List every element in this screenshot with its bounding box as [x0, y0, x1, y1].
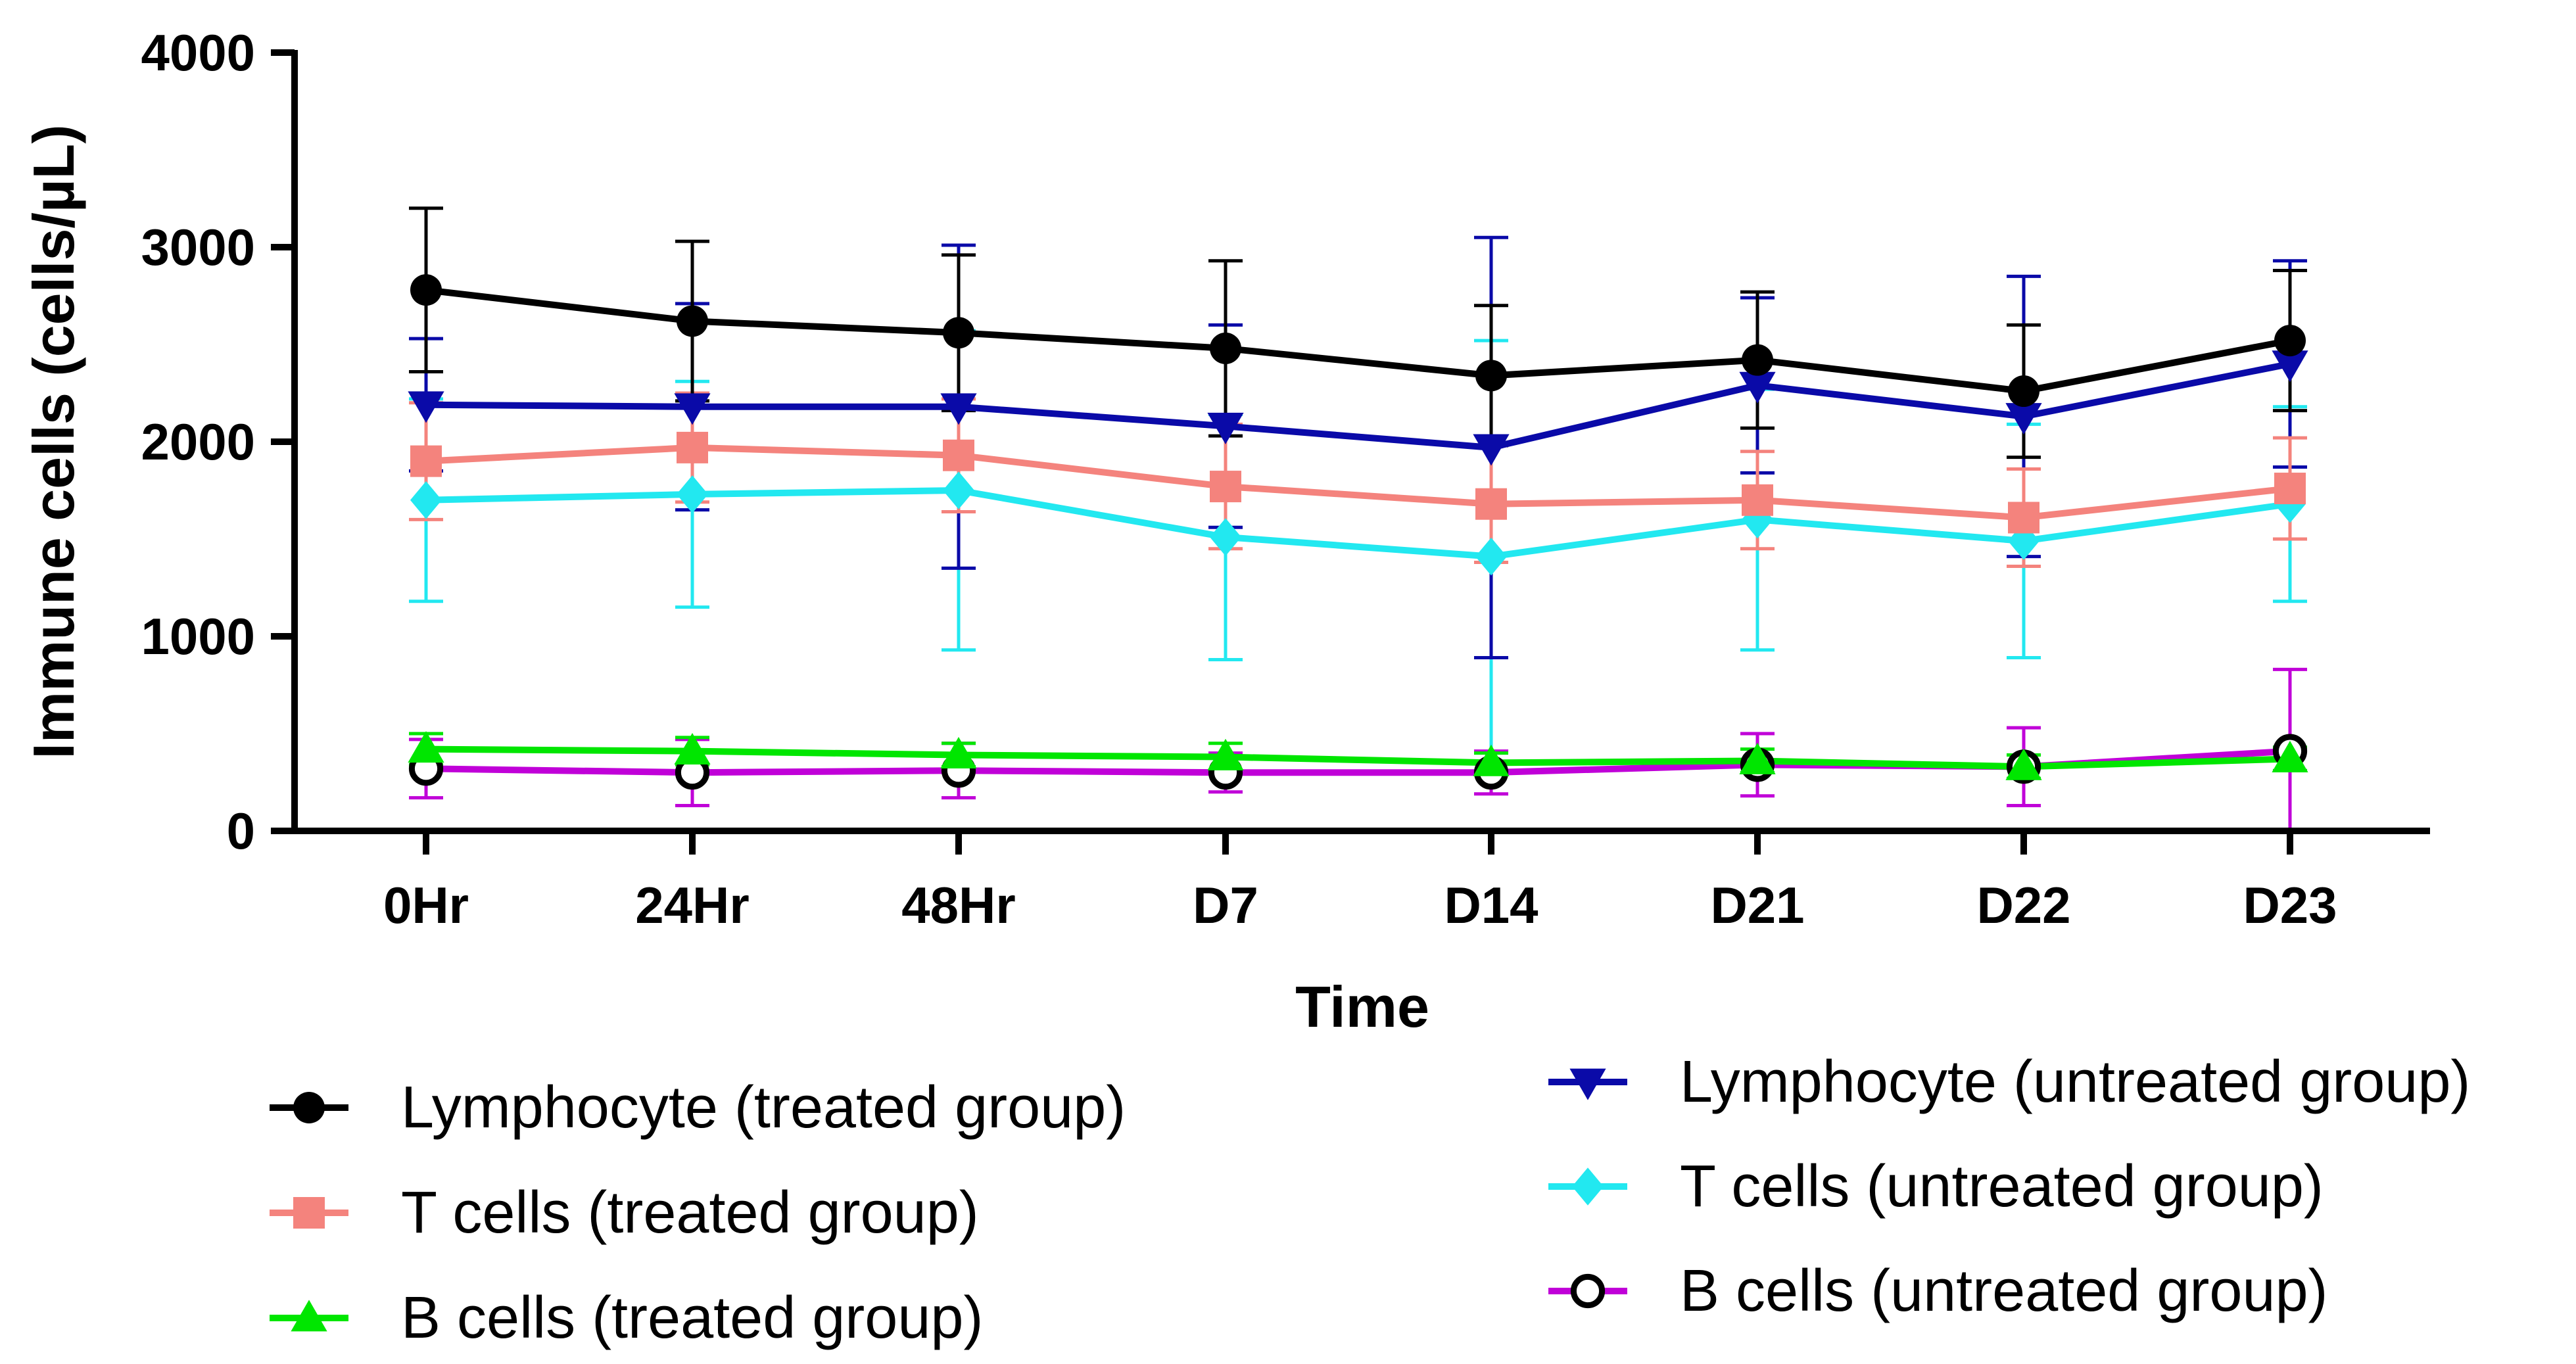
- data-point: [1475, 360, 1507, 392]
- legend-label: Lymphocyte (untreated group): [1680, 1049, 2470, 1115]
- data-point: [943, 439, 974, 471]
- data-point: [1739, 742, 1776, 774]
- data-point: [1742, 344, 1773, 376]
- data-point: [410, 274, 442, 306]
- data-point: [2272, 740, 2308, 772]
- data-point: [410, 445, 442, 477]
- data-point: [1210, 471, 1241, 503]
- data-point: [2005, 403, 2042, 435]
- data-point: [2008, 375, 2039, 408]
- data-point: [674, 393, 711, 425]
- legend-marker: [291, 1300, 327, 1332]
- data-point: [2274, 473, 2306, 505]
- y-tick-label: 3000: [141, 218, 255, 276]
- data-point: [943, 317, 974, 349]
- data-point: [2272, 350, 2308, 383]
- legend-label: B cells (untreated group): [1680, 1258, 2328, 1324]
- x-tick-label: 0Hr: [383, 876, 469, 934]
- legend-item: B cells (treated group): [270, 1285, 983, 1351]
- y-tick-label: 0: [227, 802, 255, 860]
- x-tick-label: D21: [1710, 876, 1804, 934]
- legend-marker: [1569, 1068, 1606, 1100]
- legend-item: T cells (untreated group): [1548, 1154, 2324, 1219]
- data-point: [2005, 748, 2042, 780]
- data-point: [408, 731, 444, 763]
- legend-marker: [293, 1197, 325, 1229]
- legend-marker: [1570, 1273, 1606, 1309]
- legend-label: T cells (treated group): [401, 1180, 979, 1246]
- legend-item: B cells (untreated group): [1548, 1258, 2328, 1324]
- data-point: [940, 393, 977, 425]
- y-tick-label: 1000: [141, 607, 255, 665]
- data-point: [2008, 502, 2039, 534]
- series-line: [425, 360, 2291, 451]
- x-tick-label: 48Hr: [901, 876, 1015, 934]
- data-point: [677, 475, 708, 513]
- x-tick-label: 24Hr: [635, 876, 749, 934]
- y-axis-title: Immune cells (cells/µL): [21, 124, 86, 759]
- y-tick-label: 4000: [141, 24, 255, 82]
- data-point: [943, 471, 974, 509]
- legend-marker: [1572, 1167, 1604, 1206]
- series-line: [425, 444, 2291, 521]
- legend-marker: [293, 1092, 325, 1123]
- series-line: [425, 745, 2291, 770]
- series-markers: [408, 274, 2308, 790]
- series-lines: [425, 287, 2291, 776]
- ticks: 0 1000 2000 3000 4000 0Hr 24Hr 48Hr D7 D14 D21 D22 D…: [141, 24, 2337, 934]
- x-tick-label: D22: [1976, 876, 2070, 934]
- data-point: [677, 431, 708, 463]
- data-point: [1473, 744, 1510, 776]
- data-point: [1210, 332, 1241, 364]
- data-point: [1739, 371, 1776, 404]
- data-point: [1207, 412, 1244, 444]
- legend-item: T cells (treated group): [270, 1180, 979, 1246]
- data-point: [1473, 434, 1510, 466]
- data-point: [2274, 325, 2306, 357]
- legend-label: T cells (untreated group): [1680, 1154, 2324, 1219]
- data-point: [677, 305, 708, 337]
- legend-label: Lymphocyte (treated group): [401, 1075, 1126, 1141]
- data-point: [1475, 537, 1507, 576]
- x-tick-label: D14: [1444, 876, 1538, 934]
- data-point: [674, 733, 711, 765]
- axes: [291, 50, 2430, 834]
- y-tick-label: 2000: [141, 413, 255, 471]
- legend: Lymphocyte (treated group) T cells (treat…: [270, 1049, 2470, 1351]
- data-point: [1742, 484, 1773, 516]
- data-point: [1207, 738, 1244, 770]
- legend-item: Lymphocyte (treated group): [270, 1075, 1126, 1141]
- data-point: [1475, 488, 1507, 520]
- data-point: [408, 391, 444, 423]
- legend-item: Lymphocyte (untreated group): [1548, 1049, 2470, 1115]
- data-point: [410, 481, 442, 519]
- series-line: [425, 487, 2291, 560]
- data-point: [1210, 518, 1241, 556]
- x-tick-label: D7: [1193, 876, 1258, 934]
- x-tick-label: D23: [2243, 876, 2337, 934]
- data-point: [940, 736, 977, 768]
- legend-label: B cells (treated group): [401, 1285, 983, 1351]
- series-line: [425, 287, 2291, 395]
- x-axis-title: Time: [1295, 974, 1429, 1039]
